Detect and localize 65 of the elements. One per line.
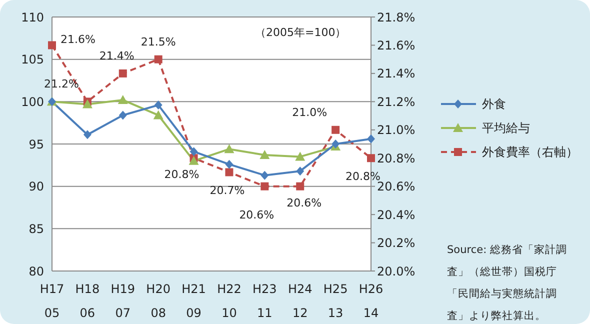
y2-tick-label: 20.8%	[377, 151, 416, 166]
x-tick-label: H19 07	[110, 282, 136, 320]
point	[225, 160, 234, 169]
data-label: 20.6%	[239, 208, 274, 222]
x-tick-label: H26 14	[358, 282, 384, 320]
point	[260, 150, 270, 160]
x-tick-label: H25 13	[323, 282, 348, 320]
x-tick-label: H23 11	[252, 282, 277, 320]
data-label: 21.5%	[140, 35, 176, 48]
data-label: 21.6%	[60, 33, 96, 46]
point	[118, 110, 127, 120]
point	[118, 69, 127, 78]
point	[118, 94, 128, 104]
y2-tick-label: 21.4%	[377, 66, 416, 81]
y2-tick-label: 20.6%	[377, 180, 416, 194]
point	[190, 147, 198, 156]
y-tick-label: 95	[28, 137, 44, 152]
point	[153, 110, 164, 120]
source-note: Source: 総務省「家計調査」（総世帯）国税庁「民間給与実態統計調査」より弊社算出。	[447, 243, 568, 324]
x-tick-label: H18 06	[75, 282, 100, 320]
point	[224, 144, 234, 154]
legend-label: 外食	[482, 96, 506, 112]
point	[296, 166, 304, 176]
y-tick-label: 90	[28, 180, 44, 194]
data-label: 20.7%	[210, 184, 245, 198]
y-tick-label: 110	[21, 10, 44, 24]
point	[48, 41, 56, 50]
point	[154, 55, 162, 64]
point	[82, 99, 92, 108]
legend-label: 平均給与	[482, 120, 530, 136]
point	[332, 126, 340, 134]
point	[367, 134, 375, 144]
y2-tick-label: 21.2%	[377, 94, 416, 109]
point	[332, 140, 340, 148]
point	[260, 170, 269, 180]
point	[367, 154, 375, 162]
y2-tick-label: 21.0%	[377, 123, 416, 138]
data-label: 21.4%	[99, 49, 134, 62]
point	[225, 168, 234, 176]
y-tick-label: 105	[21, 52, 44, 67]
y2-tick-label: 21.8%	[377, 10, 416, 24]
y2-tick-label: 21.6%	[377, 38, 416, 52]
x-tick-label: H21 09	[182, 282, 206, 320]
x-tick-label: H22 10	[217, 282, 242, 320]
point	[295, 152, 306, 161]
point	[83, 130, 92, 140]
point	[296, 182, 304, 190]
y2-tick-label: 20.0%	[377, 264, 416, 278]
point	[154, 100, 162, 110]
data-label: 21.0%	[292, 106, 328, 119]
data-label: 21.2%	[44, 78, 79, 91]
y-tick-label: 80	[28, 264, 44, 278]
y2-tick-label: 20.4%	[377, 208, 416, 222]
y-tick-label: 85	[28, 222, 44, 236]
data-label: 20.6%	[286, 196, 322, 210]
x-tick-label: H17 05	[40, 282, 64, 320]
data-label: 20.8%	[164, 168, 200, 182]
annotation: （2005年=100）	[255, 25, 346, 40]
point	[188, 156, 199, 165]
legend-label: 外食費率（右軸）	[482, 144, 578, 160]
x-tick-label: H20 08	[146, 282, 170, 320]
y2-tick-label: 20.2%	[377, 236, 416, 250]
point	[260, 182, 269, 190]
y-tick-label: 100	[21, 94, 44, 109]
x-tick-label: H24 12	[288, 282, 312, 320]
